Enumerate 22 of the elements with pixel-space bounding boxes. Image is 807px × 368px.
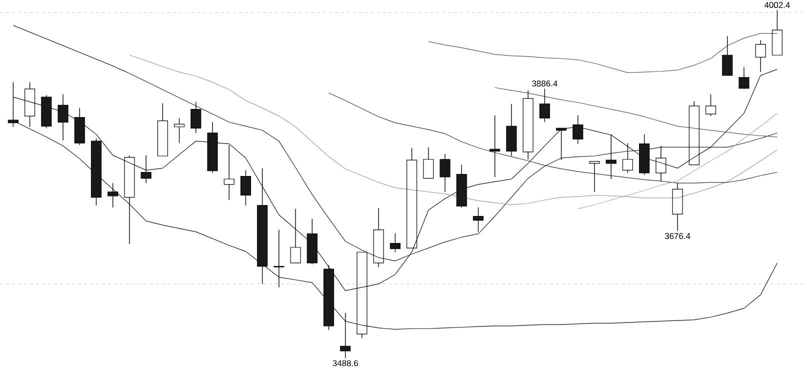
candlestick <box>274 229 284 288</box>
candlestick <box>41 94 52 129</box>
candlestick <box>606 134 616 180</box>
candlestick <box>124 154 135 244</box>
candlestick <box>490 114 500 178</box>
candlestick <box>140 154 152 184</box>
candlestick <box>207 122 218 174</box>
candlestick <box>373 208 384 268</box>
annotation: 3488.6 <box>332 360 358 366</box>
candlestick <box>58 94 68 141</box>
candlestick <box>755 40 766 72</box>
annotation: 3886.4 <box>532 80 558 86</box>
candlestick <box>672 182 683 232</box>
candlestick <box>506 103 517 156</box>
candlestick <box>224 144 234 200</box>
annotation: 4002.4 <box>764 2 790 8</box>
candlestick <box>738 66 750 89</box>
annotation: 3676.4 <box>664 232 690 239</box>
candlestick <box>656 145 666 182</box>
candlestick <box>440 154 450 192</box>
candlestick <box>257 168 268 284</box>
candlestick <box>522 90 534 160</box>
